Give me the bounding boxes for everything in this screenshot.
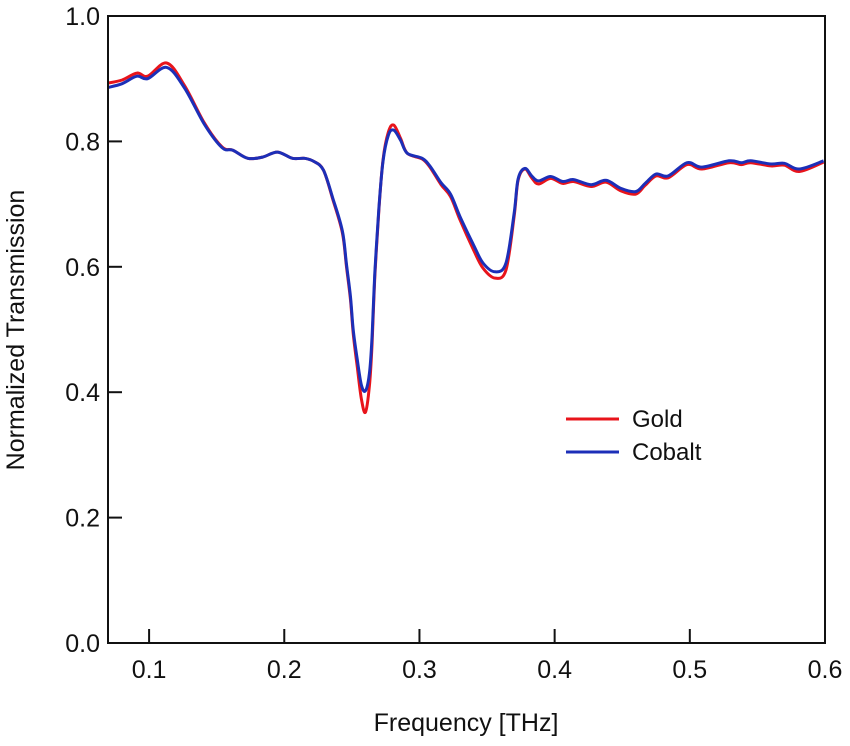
x-tick-label: 0.4 [537, 656, 572, 684]
y-axis-title: Normalized Transmission [2, 190, 30, 471]
y-tick-label: 0.0 [65, 630, 100, 658]
legend: Gold Cobalt [566, 406, 702, 466]
y-tick-label: 0.4 [65, 379, 100, 407]
x-axis-ticks: 0.1 0.2 0.3 0.4 0.5 0.6 [132, 629, 843, 684]
plot-series [107, 61, 825, 415]
y-tick-label: 0.6 [65, 254, 100, 282]
y-tick-label: 0.2 [65, 505, 100, 533]
y-tick-label: 1.0 [65, 3, 100, 31]
x-tick-label: 0.2 [267, 656, 302, 684]
series-line-cobalt [107, 65, 825, 393]
legend-label-cobalt: Cobalt [632, 439, 702, 466]
plot-frame [107, 15, 826, 644]
legend-label-gold: Gold [632, 406, 683, 433]
x-tick-label: 0.1 [132, 656, 167, 684]
y-tick-label: 0.8 [65, 128, 100, 156]
x-tick-label: 0.6 [808, 656, 843, 684]
x-tick-label: 0.5 [672, 656, 707, 684]
y-axis-ticks: 0.0 0.2 0.4 0.6 0.8 1.0 [65, 3, 122, 658]
series-line-gold [107, 61, 825, 415]
x-axis-title: Frequency [THz] [374, 709, 559, 737]
x-tick-label: 0.3 [402, 656, 437, 684]
